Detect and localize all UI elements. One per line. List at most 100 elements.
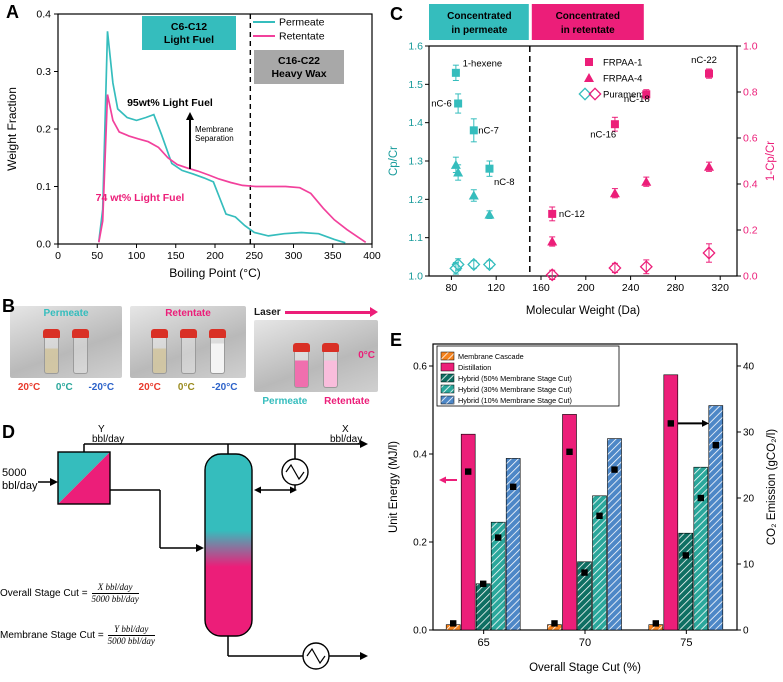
co2-marker bbox=[495, 534, 502, 541]
svg-text:0.2: 0.2 bbox=[413, 538, 427, 549]
svg-text:1-hexene: 1-hexene bbox=[463, 58, 503, 69]
vial-photo: 0°C bbox=[254, 320, 378, 392]
panel-label-a: A bbox=[6, 2, 19, 22]
vial bbox=[179, 329, 197, 374]
retentate-header-box bbox=[531, 4, 644, 40]
svg-text:0.0: 0.0 bbox=[36, 239, 51, 251]
temperature-labels: 20°C 0°C -20°C bbox=[130, 382, 246, 393]
vial-group bbox=[130, 329, 246, 374]
vial-group bbox=[10, 329, 122, 374]
svg-text:Separation: Separation bbox=[195, 134, 234, 143]
vial-body bbox=[151, 338, 167, 374]
co2-marker bbox=[551, 620, 558, 627]
vial bbox=[72, 329, 89, 374]
laser-label-row: Laser bbox=[254, 306, 378, 318]
svg-text:160: 160 bbox=[532, 282, 550, 294]
temperature-labels: 20°C 0°C -20°C bbox=[10, 382, 122, 393]
photo-card: Retentate 20°C 0°C -20°C bbox=[130, 306, 246, 393]
svg-text:350: 350 bbox=[324, 250, 342, 262]
svg-text:FRPAA-1: FRPAA-1 bbox=[603, 58, 642, 69]
temp-label: 20°C bbox=[17, 382, 41, 393]
svg-text:0.4: 0.4 bbox=[743, 179, 758, 191]
temp-label: Retentate bbox=[324, 396, 370, 407]
svg-text:X: X bbox=[342, 424, 349, 435]
equation-label: Membrane Stage Cut = bbox=[0, 629, 104, 641]
svg-text:Concentrated: Concentrated bbox=[556, 11, 620, 22]
vial bbox=[150, 329, 168, 374]
panel-e-energy-chart: 0.0 0.2 0.4 0.6 0 10 20 30 40 65 70 75 Membrane Casc… bbox=[385, 330, 783, 677]
vial bbox=[208, 329, 226, 374]
vial bbox=[322, 343, 339, 388]
vial-body bbox=[294, 352, 309, 388]
svg-text:200: 200 bbox=[206, 250, 224, 262]
svg-text:30: 30 bbox=[743, 427, 755, 438]
svg-text:C6-C12: C6-C12 bbox=[171, 21, 207, 33]
svg-text:Hybrid (10% Membrane Stage Cut: Hybrid (10% Membrane Stage Cut) bbox=[458, 396, 572, 405]
laser-arrow-icon bbox=[284, 310, 370, 314]
svg-text:Hybrid (50% Membrane Stage Cut: Hybrid (50% Membrane Stage Cut) bbox=[458, 374, 572, 383]
svg-text:20: 20 bbox=[743, 493, 755, 504]
panel-c-selectivity-chart: 80 120 160 200 240 280 320 1.0 1.1 1.2 1.3 1.4 1.5 1.… bbox=[385, 0, 783, 330]
laser-arrowhead-icon bbox=[370, 307, 378, 317]
co2-marker bbox=[566, 448, 573, 455]
co2-marker bbox=[682, 552, 689, 559]
svg-text:0.8: 0.8 bbox=[743, 87, 758, 99]
bar bbox=[693, 466, 709, 631]
temp-label: 0°C bbox=[55, 382, 73, 393]
bar bbox=[663, 374, 679, 631]
svg-text:0.3: 0.3 bbox=[36, 66, 51, 78]
svg-text:1.4: 1.4 bbox=[408, 117, 423, 129]
svg-text:1.0: 1.0 bbox=[743, 41, 758, 53]
chart-e-svg: 0.0 0.2 0.4 0.6 0 10 20 30 40 65 70 75 Membrane Casc… bbox=[388, 343, 778, 674]
temp-label: 20°C bbox=[138, 382, 161, 393]
svg-text:Weight Fraction: Weight Fraction bbox=[5, 87, 19, 171]
svg-text:nC-8: nC-8 bbox=[494, 177, 515, 188]
vial bbox=[43, 329, 60, 374]
equation-label: Overall Stage Cut = bbox=[0, 587, 88, 599]
svg-text:nC-6: nC-6 bbox=[431, 99, 452, 110]
svg-text:Puramem: Puramem bbox=[603, 90, 644, 101]
svg-text:40: 40 bbox=[743, 361, 755, 372]
svg-text:Distillation: Distillation bbox=[458, 363, 491, 372]
svg-text:0.6: 0.6 bbox=[413, 362, 427, 373]
bar bbox=[562, 414, 577, 631]
heavy-wax-box bbox=[254, 50, 344, 84]
svg-text:0: 0 bbox=[55, 250, 61, 262]
svg-text:Membrane: Membrane bbox=[195, 125, 234, 134]
fraction: X bbl/day 5000 bbl/day bbox=[91, 582, 139, 605]
light-fuel-box bbox=[142, 16, 236, 50]
temp-label: -20°C bbox=[88, 382, 115, 393]
svg-text:120: 120 bbox=[487, 282, 505, 294]
photo-temp-label: 0°C bbox=[358, 350, 375, 361]
stage-cut-bar-chart: 0.0 0.2 0.4 0.6 0 10 20 30 40 65 70 75 Membrane Casc… bbox=[385, 330, 783, 682]
vial-cap bbox=[322, 343, 339, 352]
svg-text:0: 0 bbox=[743, 626, 749, 637]
svg-text:Molecular Weight (Da): Molecular Weight (Da) bbox=[526, 305, 640, 317]
svg-text:0.2: 0.2 bbox=[36, 124, 51, 136]
laser-label: Laser bbox=[254, 306, 281, 318]
vial-cap bbox=[43, 329, 60, 338]
vial-body bbox=[209, 338, 225, 374]
vial-cap bbox=[150, 329, 168, 338]
svg-text:Heavy Wax: Heavy Wax bbox=[271, 68, 326, 80]
svg-text:320: 320 bbox=[711, 282, 729, 294]
svg-text:0.0: 0.0 bbox=[413, 626, 427, 637]
bar bbox=[607, 438, 622, 631]
svg-text:65: 65 bbox=[478, 637, 490, 649]
vial-cap bbox=[179, 329, 197, 338]
svg-text:95wt% Light Fuel: 95wt% Light Fuel bbox=[127, 97, 213, 109]
vial-body bbox=[180, 338, 196, 374]
svg-text:1.3: 1.3 bbox=[408, 156, 423, 168]
svg-text:C16-C22: C16-C22 bbox=[278, 55, 320, 67]
svg-text:bbl/day: bbl/day bbox=[330, 434, 362, 445]
permeate-header-box bbox=[429, 4, 529, 40]
vial-group bbox=[254, 343, 378, 388]
panel-a-boiling-point-chart: 0 50 100 150 200 250 300 350 400 0.0 0.1 0.2 0.3 0.4 P… bbox=[0, 0, 385, 300]
svg-text:0.4: 0.4 bbox=[413, 450, 427, 461]
co2-marker bbox=[581, 569, 588, 576]
co2-marker bbox=[712, 442, 719, 449]
svg-text:5000: 5000 bbox=[2, 467, 26, 479]
svg-text:10: 10 bbox=[743, 559, 755, 570]
